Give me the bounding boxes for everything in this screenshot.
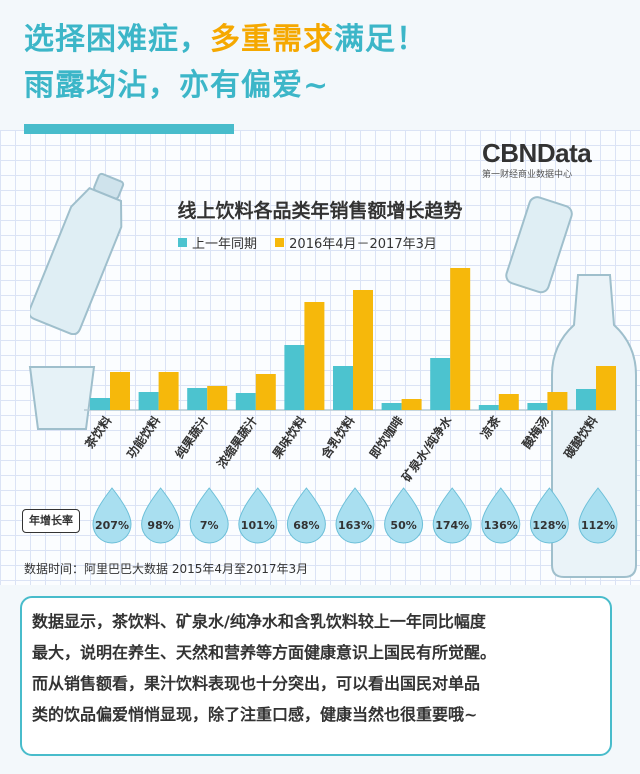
bar-current — [207, 386, 228, 410]
bar-chart: 茶饮料 207% 功能饮料 98% 纯果蔬汁 7% 浓缩果蔬汁 101% 果味饮料 68% 含乳饮料… — [81, 268, 618, 544]
growth-droplet — [529, 487, 569, 544]
brand-subtitle: 第一财经商业数据中心 — [482, 170, 573, 180]
bar-current — [304, 302, 325, 410]
category-label: 含乳饮料 — [318, 413, 358, 461]
summary-box: 数据显示，茶饮料、矿泉水/纯净水和含乳饮料较上一年同比幅度 最大，说明在养生、天… — [20, 596, 612, 756]
legend-label-prev: 上一年同期 — [192, 237, 258, 252]
growth-rate-value: 163% — [338, 519, 372, 532]
bar-current — [110, 372, 130, 410]
legend-item-prev: 上一年同期 — [178, 233, 257, 252]
bar-prev-year — [333, 366, 353, 410]
growth-droplet — [141, 487, 181, 544]
legend-item-current: 2016年4月－2017年3月 — [275, 233, 437, 252]
growth-droplet — [238, 487, 278, 544]
can-illustration — [505, 196, 573, 294]
bar-current — [498, 394, 519, 410]
growth-rate-value: 98% — [147, 519, 173, 532]
summary-line: 而从销售额看，果汁饮料表现也十分突出，可以看出国民对单品 — [32, 674, 481, 693]
bar-prev-year — [90, 398, 110, 410]
category-label: 凉茶 — [477, 412, 504, 441]
growth-rate-label: 年增长率 — [22, 509, 80, 533]
growth-rate-value: 101% — [241, 519, 275, 532]
growth-droplet — [578, 487, 618, 544]
growth-droplet — [286, 487, 326, 544]
bar-prev-year — [478, 405, 499, 410]
growth-rate-value: 50% — [390, 519, 416, 532]
growth-rate-value: 68% — [293, 519, 319, 532]
growth-droplet — [384, 487, 424, 544]
summary-line: 数据显示，茶饮料、矿泉水/纯净水和含乳饮料较上一年同比幅度 — [32, 612, 486, 631]
data-source: 数据时间：阿里巴巴大数据 2015年4月至2017年3月 — [24, 562, 309, 576]
growth-rate-value: 7% — [200, 519, 219, 532]
chart-title: 线上饮料各品类年销售额增长趋势 — [177, 200, 463, 222]
bar-prev-year — [138, 392, 159, 410]
chart-legend: 上一年同期 2016年4月－2017年3月 — [178, 233, 451, 252]
growth-rate-value: 136% — [484, 519, 518, 532]
bar-prev-year — [576, 389, 596, 410]
headline-part-c: 满足！ — [334, 22, 427, 57]
category-label: 功能饮料 — [123, 413, 163, 461]
bar-prev-year — [430, 358, 451, 410]
category-label: 浓缩果蔬汁 — [214, 413, 261, 471]
headline-part-b: 多重需求 — [210, 22, 334, 57]
growth-droplet — [92, 487, 132, 544]
glass-illustration — [28, 366, 96, 430]
category-label: 纯果蔬汁 — [172, 413, 212, 461]
header-divider — [24, 124, 234, 134]
category-label: 茶饮料 — [81, 413, 115, 452]
brand-name: CBNData — [482, 138, 592, 168]
bar-prev-year — [381, 403, 402, 410]
legend-swatch-current — [275, 238, 285, 247]
bar-current — [353, 290, 373, 410]
growth-rate-value: 174% — [435, 519, 469, 532]
growth-droplet — [481, 487, 521, 544]
category-label: 矿泉水/纯净水 — [399, 412, 456, 484]
bar-current — [158, 372, 179, 410]
milk-bottle-illustration — [551, 274, 637, 578]
growth-droplet — [432, 487, 472, 544]
bar-prev-year — [187, 388, 208, 410]
headline-line-1: 选择困难症，多重需求满足！ — [24, 14, 427, 58]
headline-part-a: 选择困难症， — [24, 22, 210, 57]
bar-current — [255, 374, 276, 410]
legend-swatch-prev — [178, 238, 187, 247]
category-label: 即饮咖啡 — [366, 413, 406, 461]
bar-current — [547, 392, 568, 410]
growth-rate-value: 207% — [95, 519, 129, 532]
bar-prev-year — [284, 345, 305, 410]
summary-line: 类的饮品偏爱悄悄显现，除了注重口感，健康当然也很重要哦~ — [32, 705, 478, 724]
growth-rate-value: 112% — [581, 519, 615, 532]
category-label: 果味饮料 — [268, 413, 308, 462]
legend-label-current: 2016年4月－2017年3月 — [289, 237, 437, 252]
summary-line: 最大，说明在养生、天然和营养等方面健康意识上国民有所觉醒。 — [32, 643, 497, 662]
bar-current — [450, 268, 471, 410]
bar-prev-year — [235, 393, 256, 410]
bar-prev-year — [527, 403, 548, 410]
growth-rate-value: 128% — [532, 519, 566, 532]
water-bottle-illustration — [30, 172, 125, 335]
bar-current — [401, 399, 422, 410]
growth-droplet — [189, 487, 229, 544]
category-label: 碳酸饮料 — [561, 413, 601, 461]
bar-current — [596, 366, 616, 410]
growth-droplet — [335, 487, 375, 544]
category-label: 酸梅汤 — [519, 413, 552, 451]
headline-line-2: 雨露均沾，亦有偏爱~ — [24, 68, 330, 103]
brand-logo: CBNData 第一财经商业数据中心 — [482, 138, 612, 180]
